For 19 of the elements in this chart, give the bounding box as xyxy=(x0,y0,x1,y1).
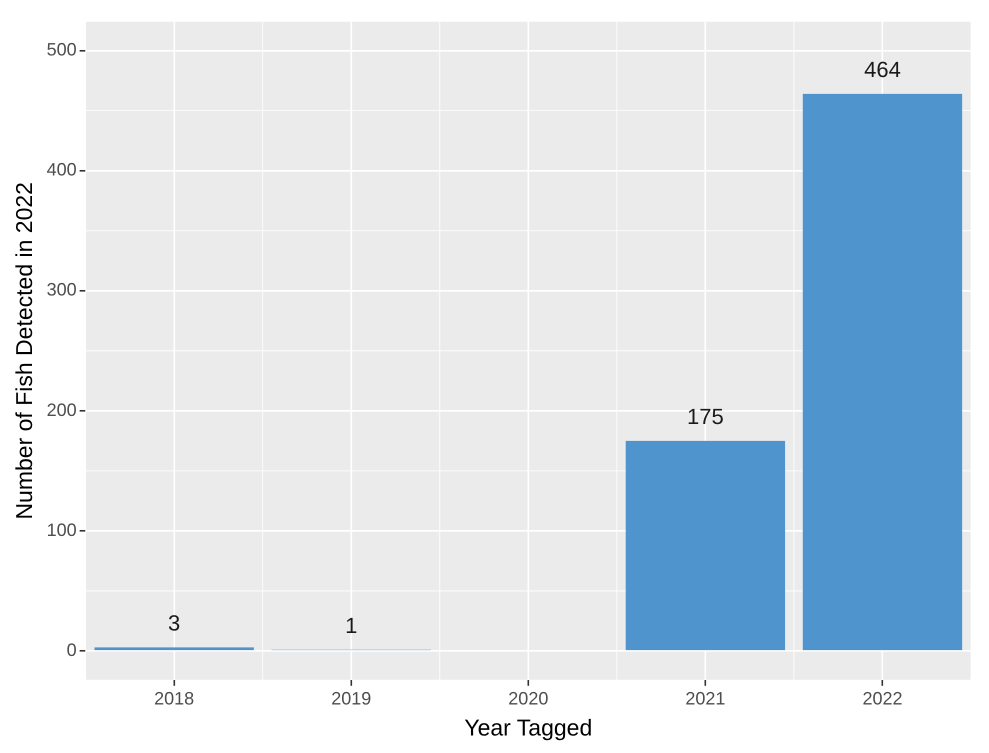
y-tick-label: 400 xyxy=(46,160,77,180)
y-tick-label: 500 xyxy=(46,40,77,60)
x-tick-label: 2018 xyxy=(154,688,194,709)
y-tick-label: 200 xyxy=(46,400,77,420)
data-label: 175 xyxy=(687,404,724,429)
y-tick-label: 300 xyxy=(46,280,77,300)
data-label: 464 xyxy=(864,56,901,82)
y-tick-label: 0 xyxy=(66,640,77,660)
y-axis-title: Number of Fish Detected in 2022 xyxy=(11,182,38,520)
data-label: 3 xyxy=(168,610,180,636)
x-tick-label: 2021 xyxy=(685,688,726,709)
x-tick-label: 2022 xyxy=(862,688,902,709)
x-tick-label: 2019 xyxy=(331,688,372,709)
x-tick-label: 2020 xyxy=(508,688,548,709)
y-tick-label: 100 xyxy=(46,520,77,540)
x-axis-title: Year Tagged xyxy=(464,714,592,741)
data-label: 1 xyxy=(345,612,358,638)
bar xyxy=(802,94,962,650)
bar xyxy=(626,440,786,650)
